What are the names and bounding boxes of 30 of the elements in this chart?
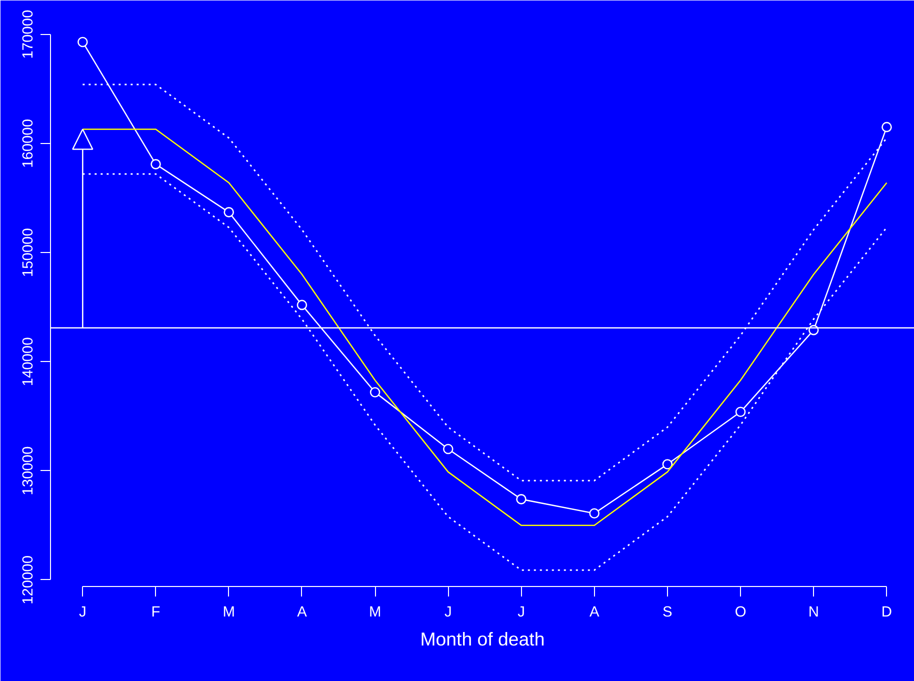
- point: [370, 387, 380, 398]
- point: [150, 159, 161, 170]
- x-tick-label: D: [881, 604, 892, 620]
- x-tick-label: F: [151, 604, 160, 620]
- x-tick-label: J: [518, 604, 525, 620]
- x-tick-label: N: [808, 604, 819, 620]
- point: [882, 122, 892, 132]
- y-tick-label: 160000: [20, 118, 36, 168]
- point: [78, 36, 88, 48]
- x-tick-label: M: [222, 604, 235, 620]
- x-tick-label: J: [444, 604, 452, 620]
- point: [224, 207, 234, 218]
- x-tick-label: M: [368, 604, 382, 620]
- y-tick-label: 140000: [20, 337, 36, 386]
- point: [516, 494, 526, 504]
- point: [735, 406, 746, 418]
- point: [442, 444, 454, 454]
- x-tick-label: S: [662, 604, 673, 620]
- point: [296, 300, 308, 310]
- x-tick-label: A: [589, 604, 600, 620]
- point: [662, 459, 673, 470]
- x-tick-label: J: [79, 604, 86, 620]
- x-tick-label: A: [297, 604, 308, 620]
- point: [589, 508, 600, 519]
- y-tick-label: 120000: [20, 555, 36, 604]
- y-tick-label: 150000: [20, 228, 36, 278]
- x-tick-label: O: [734, 604, 746, 620]
- x-axis-title: Month of death: [420, 628, 545, 650]
- y-tick-label: 170000: [20, 10, 36, 59]
- y-tick-label: 130000: [20, 446, 36, 496]
